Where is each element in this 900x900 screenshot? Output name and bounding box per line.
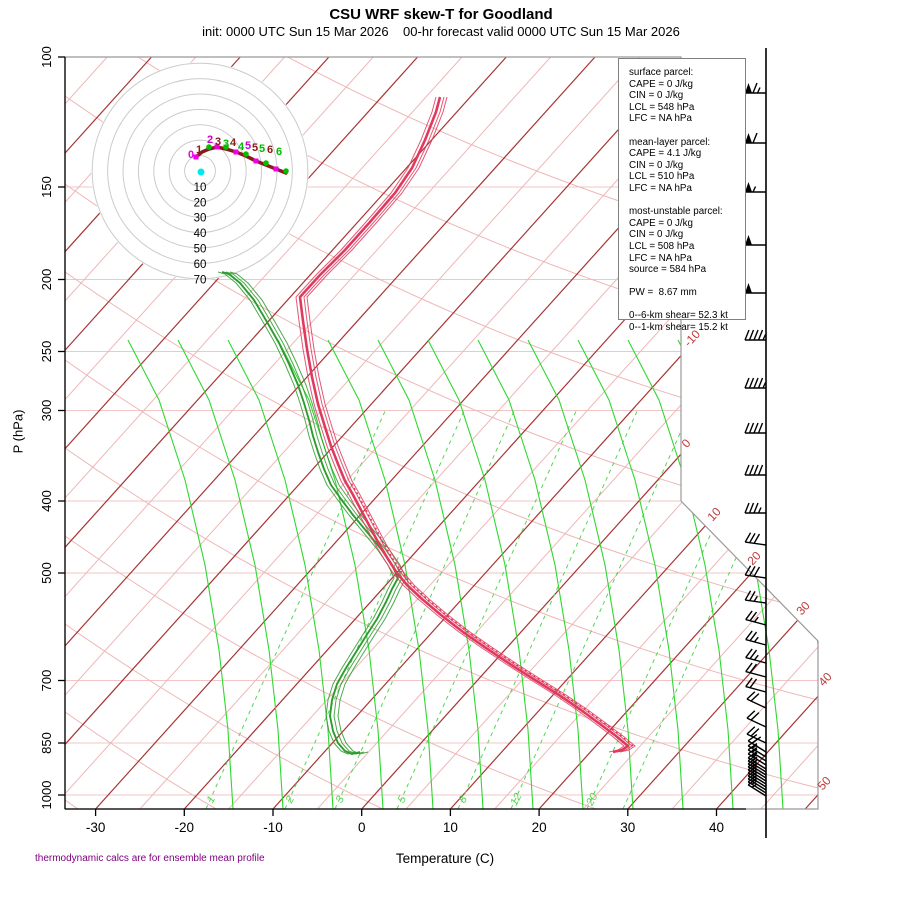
svg-text:6: 6 [276, 146, 282, 158]
svg-text:-30: -30 [86, 820, 106, 835]
svg-text:50: 50 [814, 773, 834, 793]
temperature-profile [295, 96, 636, 754]
svg-text:1000: 1000 [39, 781, 54, 810]
svg-text:20: 20 [744, 548, 764, 568]
page-title: CSU WRF skew-T for Goodland [329, 6, 553, 23]
wind-barb [744, 532, 767, 546]
wind-barb [747, 774, 767, 794]
bottom-axis: -30 -20 -10 0 10 20 30 40 [65, 808, 746, 835]
svg-text:250: 250 [39, 341, 54, 363]
svg-text:40: 40 [709, 820, 724, 835]
wind-barb [744, 377, 767, 389]
wind-barb [744, 502, 766, 514]
wind-barb [746, 691, 767, 709]
wind-barb [744, 422, 766, 434]
svg-text:10: 10 [704, 504, 724, 524]
wind-barb [745, 235, 766, 246]
svg-text:3: 3 [215, 136, 221, 148]
svg-text:1: 1 [196, 144, 202, 156]
svg-text:20: 20 [194, 197, 207, 209]
mixing-ratio-lines [205, 408, 804, 809]
wind-barb [745, 610, 767, 626]
svg-text:2: 2 [207, 134, 213, 146]
svg-text:700: 700 [39, 670, 54, 692]
wind-barb [744, 565, 767, 579]
wind-barb [745, 182, 766, 193]
parcel-info-box: surface parcel: CAPE = 0 J/kg CIN = 0 J/… [618, 58, 746, 333]
svg-text:4: 4 [230, 137, 237, 149]
svg-text:100: 100 [39, 46, 54, 68]
wind-barb [745, 677, 767, 693]
parcel-info-text: surface parcel: CAPE = 0 J/kg CIN = 0 J/… [629, 67, 728, 334]
y-axis-title: P (hPa) [10, 409, 26, 454]
footer-note: thermodynamic calcs are for ensemble mea… [35, 853, 265, 864]
svg-text:850: 850 [39, 732, 54, 754]
svg-text:150: 150 [39, 176, 54, 198]
svg-text:8: 8 [457, 793, 471, 805]
svg-text:12: 12 [508, 791, 524, 807]
svg-text:6: 6 [267, 144, 273, 156]
wind-barb [744, 464, 766, 476]
svg-text:10: 10 [443, 820, 458, 835]
x-axis-title: Temperature (C) [395, 851, 495, 866]
svg-text:-20: -20 [175, 820, 195, 835]
wind-barb [747, 777, 767, 797]
svg-text:3: 3 [334, 793, 348, 805]
svg-text:30: 30 [194, 213, 207, 225]
svg-text:30: 30 [620, 820, 635, 835]
svg-text:1: 1 [205, 794, 218, 805]
wind-barb [745, 662, 767, 678]
svg-text:500: 500 [39, 562, 54, 584]
wind-barb [745, 283, 766, 294]
svg-text:5: 5 [245, 140, 251, 152]
wind-barb [744, 329, 767, 341]
svg-text:20: 20 [584, 791, 601, 809]
svg-text:60: 60 [194, 259, 207, 271]
wind-barb [745, 82, 766, 94]
dewpoint-profile [217, 271, 407, 755]
wind-barbs [744, 48, 767, 838]
svg-text:70: 70 [194, 274, 207, 286]
svg-text:0: 0 [188, 149, 194, 161]
svg-text:5: 5 [259, 143, 265, 155]
svg-text:0: 0 [358, 820, 366, 835]
svg-text:20: 20 [532, 820, 547, 835]
svg-text:5: 5 [252, 142, 258, 154]
wind-barb [745, 630, 767, 646]
wind-barb [746, 726, 767, 744]
wind-barb [744, 590, 767, 604]
moist-adiabats [127, 339, 818, 809]
wind-barb [746, 710, 767, 728]
svg-text:10: 10 [194, 182, 207, 194]
svg-text:400: 400 [39, 490, 54, 512]
svg-text:40: 40 [194, 228, 207, 240]
svg-text:3: 3 [223, 138, 229, 150]
svg-text:50: 50 [194, 244, 207, 256]
mixing-ratio-labels: 1 2 3 5 8 12 20 [205, 791, 601, 809]
wind-barb [745, 132, 766, 144]
left-axis: 100 150 200 250 300 400 500 700 850 1000 [39, 46, 66, 810]
svg-text:-10: -10 [263, 820, 283, 835]
svg-text:30: 30 [793, 598, 813, 618]
svg-text:200: 200 [39, 269, 54, 291]
svg-text:5: 5 [396, 793, 410, 805]
wind-barb [745, 648, 767, 664]
svg-text:4: 4 [238, 141, 245, 153]
svg-text:300: 300 [39, 400, 54, 422]
svg-text:2: 2 [283, 794, 297, 806]
page-subtitle: init: 0000 UTC Sun 15 Mar 2026 00-hr for… [202, 24, 680, 39]
